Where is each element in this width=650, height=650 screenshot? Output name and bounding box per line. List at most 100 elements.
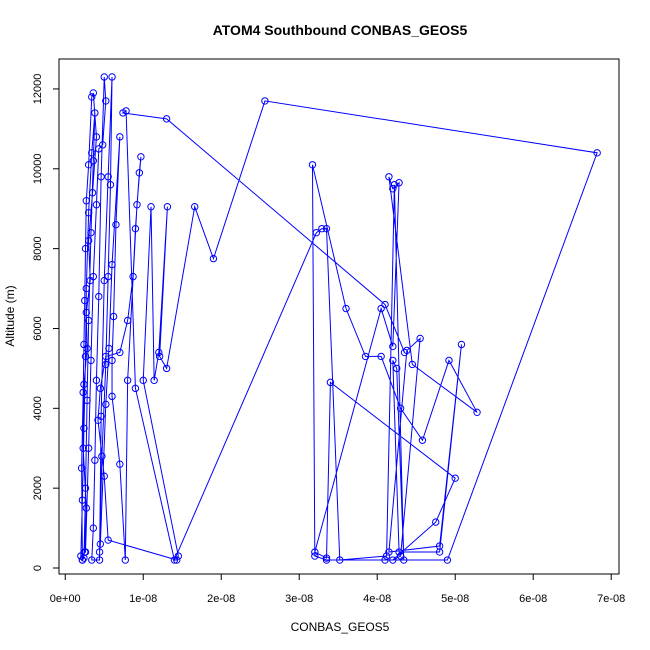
data-point	[81, 352, 90, 361]
data-point	[173, 556, 181, 564]
data-point	[389, 185, 397, 193]
data-point	[95, 292, 103, 301]
data-point	[191, 203, 199, 211]
data-point	[311, 548, 319, 556]
y-tick-label: 2000	[32, 476, 44, 500]
data-point	[97, 173, 105, 181]
data-point	[80, 424, 88, 432]
data-point	[385, 548, 393, 556]
data-point	[88, 189, 97, 197]
data-point	[451, 474, 459, 482]
data-point	[96, 540, 105, 548]
data-point	[395, 179, 403, 187]
data-point	[377, 352, 385, 361]
data-point	[326, 378, 335, 387]
x-tick-label: 5e-08	[441, 593, 469, 605]
data-point	[322, 556, 331, 564]
data-point	[150, 376, 158, 385]
data-point	[95, 556, 104, 564]
data-point	[381, 556, 389, 564]
data-point	[104, 173, 112, 181]
data-point	[89, 272, 98, 281]
data-point	[78, 556, 87, 564]
data-point	[94, 416, 102, 424]
plot-frame	[58, 58, 620, 575]
data-point	[396, 404, 405, 413]
data-point	[80, 340, 88, 349]
data-point	[377, 304, 385, 313]
data-point	[91, 109, 99, 117]
data-point	[102, 360, 110, 369]
data-point	[84, 444, 93, 452]
data-point	[457, 340, 466, 349]
data-point	[79, 388, 87, 397]
data-point	[106, 181, 115, 189]
x-tick-label: 6e-08	[519, 593, 547, 605]
data-point	[100, 276, 108, 285]
data-point	[84, 161, 93, 169]
data-point	[87, 356, 95, 365]
data-point	[84, 209, 93, 217]
data-point	[121, 556, 130, 564]
data-point	[408, 360, 417, 369]
data-point	[322, 554, 331, 562]
data-point	[162, 115, 171, 123]
data-point	[91, 456, 99, 464]
data-point	[102, 352, 110, 361]
data-point	[123, 376, 132, 385]
y-axis: 0 2000 4000 6000 8000 10000 12000	[32, 74, 60, 571]
data-point	[155, 348, 163, 357]
data-point	[95, 548, 104, 556]
x-tick-label: 1e-08	[129, 593, 157, 605]
data-point	[385, 173, 393, 181]
data-point	[108, 392, 116, 401]
data-point	[89, 157, 98, 165]
data-point	[108, 260, 116, 269]
data-point	[82, 197, 91, 205]
data-point	[308, 161, 317, 169]
data-point	[77, 464, 86, 472]
data-point	[77, 552, 85, 560]
data-point	[84, 316, 93, 325]
data-point	[336, 556, 344, 564]
data-point	[131, 224, 140, 233]
data-point	[83, 396, 91, 405]
x-tick-label: 3e-08	[285, 593, 313, 605]
data-point	[88, 556, 96, 564]
y-tick-label: 0	[32, 565, 44, 571]
data-point	[445, 356, 453, 365]
x-axis-label: CONBAS_GEOS5	[291, 620, 390, 634]
data-point	[395, 548, 403, 556]
data-point	[416, 334, 424, 343]
data-point	[131, 384, 140, 393]
data-point	[174, 552, 183, 560]
data-point	[318, 224, 326, 233]
data-point	[78, 496, 87, 504]
data-point	[312, 228, 321, 237]
data-point	[95, 145, 103, 153]
data-point	[82, 308, 91, 317]
data-point	[88, 93, 96, 101]
data-point	[104, 536, 112, 544]
data-point	[100, 73, 108, 81]
data-point	[116, 460, 124, 468]
y-tick-label: 4000	[32, 396, 44, 420]
data-point	[88, 149, 96, 157]
data-point	[81, 244, 90, 253]
data-point	[418, 436, 427, 444]
data-point	[163, 203, 172, 211]
x-tick-label: 7e-08	[597, 593, 625, 605]
data-point	[116, 348, 124, 357]
x-tick-label: 4e-08	[363, 593, 391, 605]
data-point	[389, 356, 397, 365]
data-point	[89, 89, 98, 97]
data-point	[432, 518, 440, 526]
data-point	[443, 556, 452, 564]
series-line	[80, 76, 598, 562]
data-point	[84, 236, 93, 245]
data-point	[116, 133, 124, 141]
chart-title: ATOM4 Southbound CONBAS_GEOS5	[213, 22, 468, 38]
data-point	[80, 380, 88, 389]
